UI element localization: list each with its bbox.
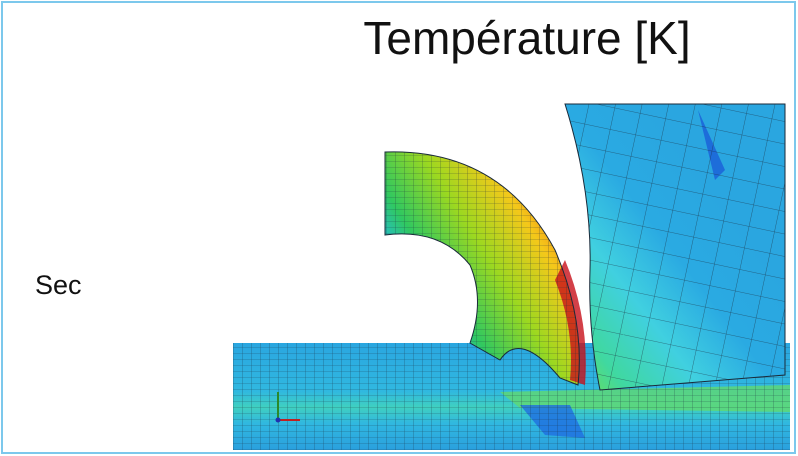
condition-label: Sec (35, 270, 82, 300)
title: Température [K] (363, 12, 690, 64)
slide: Température [K] Sec (0, 0, 798, 456)
